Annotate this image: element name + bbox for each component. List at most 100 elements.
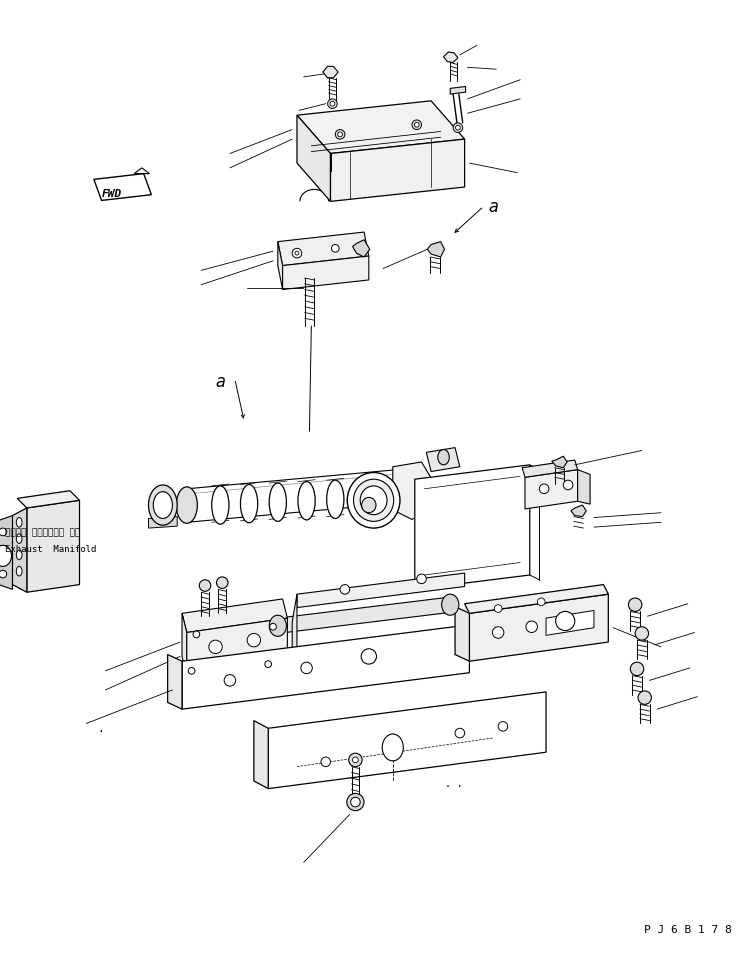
Ellipse shape (149, 485, 178, 525)
Polygon shape (134, 169, 149, 174)
Polygon shape (168, 655, 182, 709)
Text: .: . (98, 724, 105, 734)
Polygon shape (571, 506, 586, 517)
Polygon shape (352, 240, 370, 258)
Circle shape (224, 675, 236, 686)
Polygon shape (278, 242, 282, 291)
Text: a: a (489, 198, 499, 215)
Text: エキゾー ストマニホー ルド: エキゾー ストマニホー ルド (4, 527, 80, 537)
Ellipse shape (241, 484, 258, 523)
Polygon shape (0, 516, 13, 590)
Polygon shape (182, 625, 470, 709)
Ellipse shape (269, 484, 287, 522)
Circle shape (638, 691, 652, 704)
Polygon shape (17, 491, 80, 509)
Polygon shape (455, 607, 470, 662)
Ellipse shape (16, 534, 22, 544)
Circle shape (493, 627, 504, 639)
Polygon shape (415, 465, 530, 590)
Circle shape (361, 649, 377, 665)
Text: Exhaust  Manifold: Exhaust Manifold (4, 545, 96, 553)
Polygon shape (186, 618, 288, 676)
Circle shape (292, 249, 302, 259)
Polygon shape (546, 610, 594, 636)
Circle shape (556, 611, 575, 631)
Ellipse shape (212, 486, 229, 524)
Circle shape (295, 252, 299, 256)
Circle shape (455, 729, 464, 738)
Circle shape (539, 484, 549, 494)
Polygon shape (278, 233, 369, 266)
Ellipse shape (382, 735, 403, 761)
Circle shape (321, 757, 331, 766)
Polygon shape (331, 140, 464, 203)
Polygon shape (292, 595, 297, 667)
Ellipse shape (327, 481, 344, 519)
Circle shape (498, 722, 507, 732)
Polygon shape (323, 67, 338, 78)
Circle shape (330, 102, 335, 107)
Ellipse shape (360, 486, 387, 516)
Circle shape (526, 621, 537, 633)
Circle shape (328, 100, 337, 109)
Circle shape (351, 797, 360, 807)
Circle shape (494, 605, 502, 612)
Polygon shape (297, 116, 331, 203)
Text: P J 6 B 1 7 8: P J 6 B 1 7 8 (643, 924, 732, 934)
Ellipse shape (153, 492, 172, 519)
Ellipse shape (16, 550, 22, 560)
Circle shape (209, 641, 222, 654)
Polygon shape (27, 501, 80, 593)
Polygon shape (552, 456, 567, 468)
Circle shape (455, 126, 461, 131)
Circle shape (199, 580, 211, 592)
Circle shape (347, 794, 364, 811)
Polygon shape (577, 470, 590, 505)
Circle shape (453, 124, 463, 134)
Circle shape (270, 624, 276, 631)
Text: FWD: FWD (102, 189, 122, 199)
Polygon shape (149, 517, 178, 528)
Ellipse shape (16, 567, 22, 577)
Text: a: a (215, 372, 226, 391)
Ellipse shape (438, 450, 450, 465)
Circle shape (0, 528, 7, 536)
Polygon shape (278, 598, 450, 634)
Polygon shape (297, 102, 464, 154)
Circle shape (265, 661, 272, 668)
Circle shape (537, 599, 545, 606)
Ellipse shape (176, 487, 198, 523)
Polygon shape (268, 692, 546, 789)
Circle shape (331, 245, 339, 253)
Polygon shape (522, 460, 577, 478)
Ellipse shape (347, 473, 400, 528)
Circle shape (335, 131, 345, 140)
Circle shape (563, 481, 573, 490)
Circle shape (188, 668, 195, 674)
Ellipse shape (362, 498, 376, 514)
Polygon shape (393, 462, 436, 520)
Polygon shape (182, 613, 186, 676)
Circle shape (340, 585, 350, 595)
Polygon shape (182, 600, 288, 633)
Polygon shape (450, 87, 466, 95)
Ellipse shape (0, 546, 11, 567)
Ellipse shape (269, 615, 287, 637)
Circle shape (301, 663, 312, 674)
Polygon shape (525, 470, 577, 510)
Circle shape (629, 599, 642, 611)
Polygon shape (94, 174, 152, 202)
Circle shape (216, 578, 228, 589)
Ellipse shape (441, 595, 459, 615)
Polygon shape (470, 595, 609, 662)
Ellipse shape (354, 480, 394, 522)
Text: . .: . . (446, 778, 463, 789)
Polygon shape (464, 585, 609, 613)
Polygon shape (297, 574, 464, 608)
Circle shape (0, 549, 7, 557)
Circle shape (417, 575, 426, 584)
Circle shape (193, 632, 200, 639)
Polygon shape (427, 242, 444, 258)
Polygon shape (13, 509, 27, 593)
Circle shape (630, 663, 643, 676)
